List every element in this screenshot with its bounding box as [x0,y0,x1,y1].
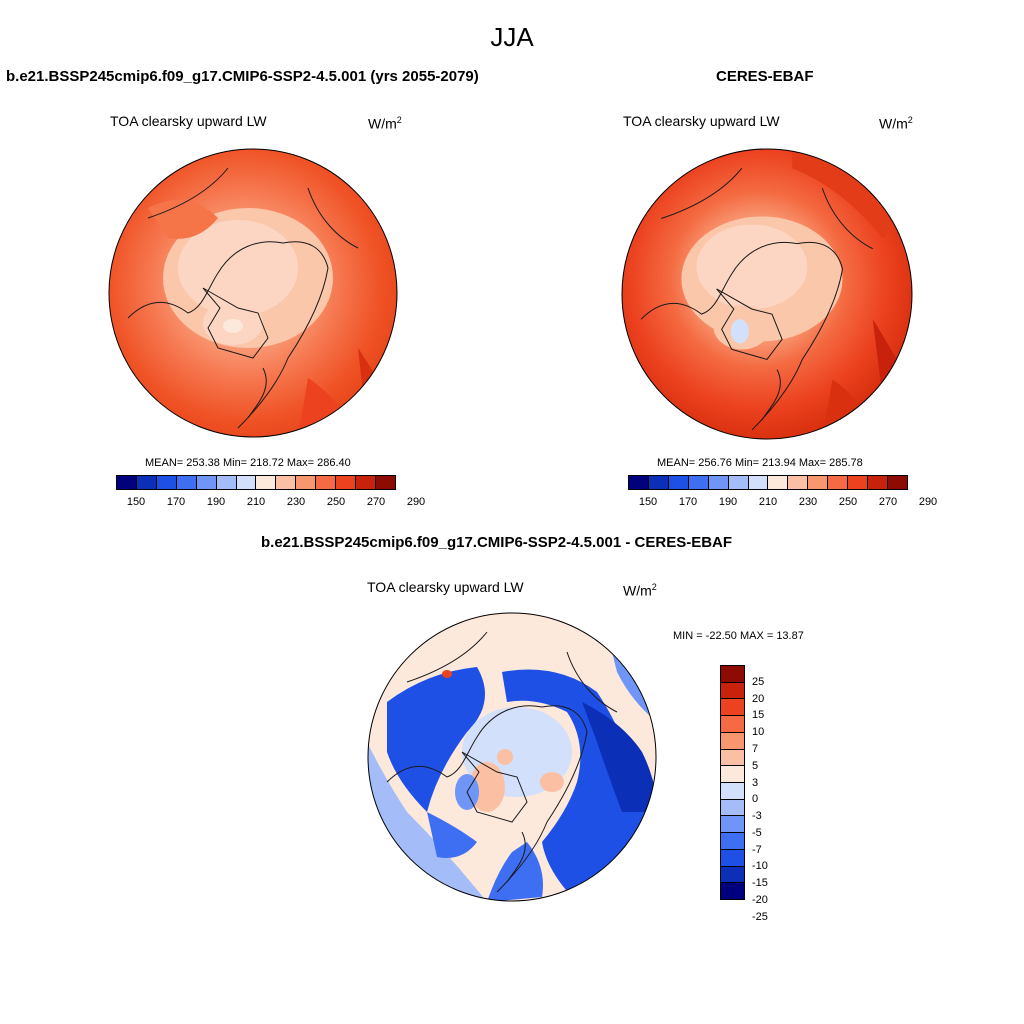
colorbar-swatch [887,476,907,489]
colorbar-tick-label: -10 [752,860,768,873]
diff-colorbar [720,665,745,900]
obs-colorbar-ticks: 150 170 190 210 230 250 270 290 [628,496,937,510]
model-colorbar-ticks: 150 170 190 210 230 250 270 290 [116,496,425,510]
colorbar-swatch [336,476,357,489]
colorbar-swatch [748,476,769,489]
colorbar-swatch [629,476,649,489]
colorbar-swatch [721,799,744,817]
colorbar-tick-label: 270 [878,496,898,508]
colorbar-swatch [768,476,789,489]
colorbar-swatch [848,476,869,489]
colorbar-swatch [316,476,337,489]
colorbar-tick-label: 150 [638,496,658,508]
colorbar-swatch [868,476,888,489]
colorbar-swatch [788,476,809,489]
colorbar-tick-label: 150 [126,496,146,508]
colorbar-tick-label: 250 [326,496,346,508]
colorbar-tick-label: 170 [166,496,186,508]
colorbar-swatch [721,699,744,717]
colorbar-tick-label: 20 [752,692,765,705]
diff-variable-label: TOA clearsky upward LW [367,579,524,595]
colorbar-swatch [356,476,376,489]
colorbar-tick-label: 290 [406,496,426,508]
model-panel-title: b.e21.BSSP245cmip6.f09_g17.CMIP6-SSP2-4.… [6,68,479,85]
colorbar-tick-label: 190 [206,496,226,508]
colorbar-tick-label: -5 [752,826,762,839]
colorbar-swatch [136,476,157,489]
obs-variable-label: TOA clearsky upward LW [623,113,780,129]
colorbar-swatch [721,766,744,784]
diff-polar-map [367,612,657,902]
colorbar-swatch [276,476,297,489]
obs-units-label: W/m2 [879,115,913,132]
colorbar-tick-label: -3 [752,810,762,823]
colorbar-tick-label: 190 [718,496,738,508]
model-colorbar [116,475,396,490]
obs-panel-title: CERES-EBAF [716,68,814,85]
colorbar-swatch [176,476,197,489]
colorbar-tick-label: 210 [758,496,778,508]
diff-colorbar-ticks: 25 20 15 10 7 5 3 0 -3 -5 -7 -10 -15 -20 -25 [752,665,792,923]
colorbar-tick-label: 15 [752,709,765,722]
colorbar-tick-label: 25 [752,675,765,688]
model-polar-map [108,148,398,438]
colorbar-swatch [708,476,729,489]
colorbar-tick-label: 210 [246,496,266,508]
colorbar-tick-label: -7 [752,843,762,856]
colorbar-swatch [296,476,317,489]
obs-stats-text: MEAN= 256.76 Min= 213.94 Max= 285.78 [657,457,863,469]
colorbar-tick-label: 230 [798,496,818,508]
colorbar-tick-label: 7 [752,742,759,755]
colorbar-swatch [668,476,689,489]
colorbar-tick-label: 5 [752,759,759,772]
colorbar-tick-label: 0 [752,793,759,806]
model-stats-text: MEAN= 253.38 Min= 218.72 Max= 286.40 [145,457,351,469]
colorbar-swatch [721,732,744,750]
colorbar-swatch [721,883,744,900]
colorbar-swatch [256,476,277,489]
colorbar-swatch [808,476,829,489]
colorbar-swatch [688,476,709,489]
colorbar-tick-label: -25 [752,910,768,923]
colorbar-tick-label: -15 [752,877,768,890]
colorbar-tick-label: 230 [286,496,306,508]
colorbar-tick-label: 290 [918,496,938,508]
colorbar-swatch [721,816,744,834]
colorbar-tick-label: 3 [752,776,759,789]
colorbar-swatch [156,476,177,489]
figure-title: JJA [490,22,534,52]
colorbar-swatch [721,783,744,800]
diff-panel-title: b.e21.BSSP245cmip6.f09_g17.CMIP6-SSP2-4.… [261,534,733,551]
colorbar-swatch [216,476,237,489]
colorbar-swatch [196,476,217,489]
colorbar-tick-label: 10 [752,726,765,739]
colorbar-swatch [648,476,669,489]
colorbar-tick-label: -20 [752,894,768,906]
colorbar-swatch [721,666,744,683]
colorbar-swatch [728,476,749,489]
colorbar-swatch [117,476,137,489]
colorbar-tick-label: 170 [678,496,698,508]
colorbar-swatch [721,716,744,733]
colorbar-swatch [828,476,849,489]
colorbar-swatch [721,866,744,884]
colorbar-tick-label: 270 [366,496,386,508]
obs-polar-map [621,148,913,440]
colorbar-swatch [721,833,744,850]
colorbar-swatch [721,749,744,767]
colorbar-swatch [721,682,744,700]
colorbar-swatch [375,476,395,489]
diff-units-label: W/m2 [623,582,657,599]
model-units-label: W/m2 [368,115,402,132]
colorbar-swatch [236,476,257,489]
diff-stats-text: MIN = -22.50 MAX = 13.87 [673,630,804,642]
obs-colorbar [628,475,908,490]
colorbar-tick-label: 250 [838,496,858,508]
model-variable-label: TOA clearsky upward LW [110,113,267,129]
colorbar-swatch [721,849,744,867]
